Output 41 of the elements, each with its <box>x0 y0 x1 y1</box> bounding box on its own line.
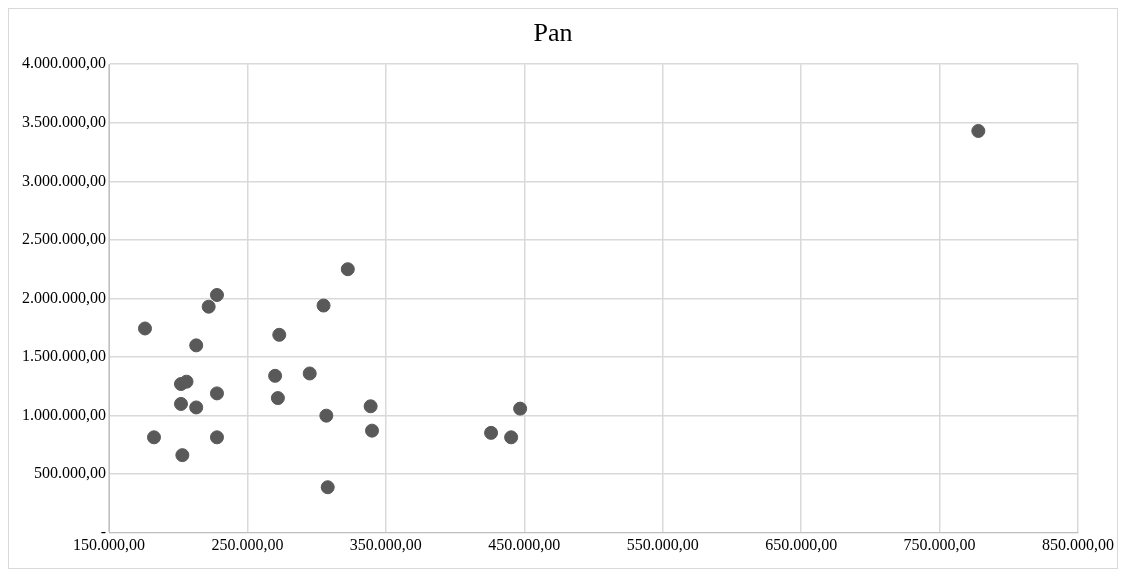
point <box>340 262 355 277</box>
y-tick-label: 4.000.000,00 <box>22 54 106 72</box>
point <box>137 321 152 336</box>
y-tick-label: 2.000.000,00 <box>22 288 106 306</box>
x-tick-label: 350.000,00 <box>349 535 422 553</box>
y-tick-label: 1.000.000,00 <box>22 405 106 423</box>
point <box>209 287 224 302</box>
y-tick-label: 3.500.000,00 <box>22 112 106 130</box>
point <box>316 298 331 313</box>
point <box>320 480 335 495</box>
point <box>209 430 224 445</box>
point <box>179 374 194 389</box>
point <box>484 425 499 440</box>
x-tick-label: 850.000,00 <box>1042 535 1114 553</box>
x-tick-label: 250.000,00 <box>211 535 284 553</box>
point <box>270 391 285 406</box>
point <box>504 430 519 445</box>
x-tick-label: 750.000,00 <box>903 535 976 553</box>
y-tick-label: 2.500.000,00 <box>22 230 106 248</box>
point <box>302 366 317 381</box>
point <box>268 368 283 383</box>
x-tick-label: 450.000,00 <box>488 535 561 553</box>
point <box>365 423 380 438</box>
x-tick-label: 550.000,00 <box>626 535 699 553</box>
point <box>189 400 204 415</box>
x-tick-label: 650.000,00 <box>765 535 838 553</box>
point <box>363 399 378 414</box>
point <box>201 299 216 314</box>
point <box>513 401 528 416</box>
y-tick-label: 500.000,00 <box>34 464 106 482</box>
point <box>146 430 161 445</box>
y-tick-label: 1.500.000,00 <box>22 347 106 365</box>
y-tick-label: 3.000.000,00 <box>22 171 106 189</box>
point <box>319 408 334 423</box>
point <box>209 386 224 401</box>
point <box>175 448 190 463</box>
point <box>272 327 287 342</box>
point <box>189 338 204 353</box>
point <box>173 396 188 411</box>
chart-title: Pan <box>533 18 573 48</box>
point <box>971 123 986 138</box>
